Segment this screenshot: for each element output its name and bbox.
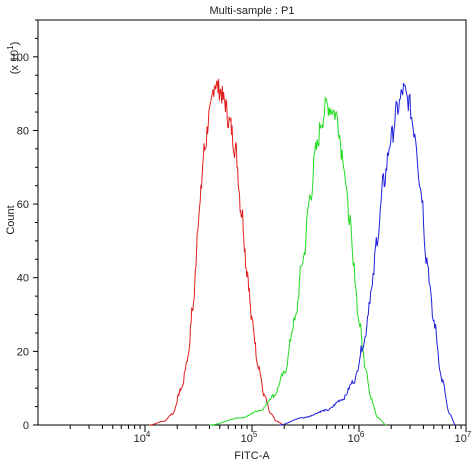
x-tick-base: 10 bbox=[241, 433, 253, 445]
x-tick-label: 105 bbox=[241, 430, 258, 445]
y-tick-label: 0 bbox=[23, 420, 29, 432]
x-tick-exp: 7 bbox=[467, 430, 472, 439]
chart-title: Multi-sample : P1 bbox=[210, 5, 295, 17]
y-multiplier: (x 101) bbox=[6, 42, 21, 75]
series-layer bbox=[149, 78, 456, 426]
y-tick-label: 20 bbox=[17, 346, 29, 358]
x-tick-base: 10 bbox=[348, 433, 360, 445]
x-tick-exp: 6 bbox=[360, 430, 365, 439]
histogram-series-2 bbox=[209, 96, 387, 426]
x-tick-label: 104 bbox=[134, 430, 151, 445]
x-tick-base: 10 bbox=[455, 433, 467, 445]
histogram-series-3 bbox=[279, 82, 456, 426]
plot-frame bbox=[37, 19, 467, 426]
y-multiplier-text: (x 10 bbox=[9, 50, 21, 74]
y-multiplier-exp: 1 bbox=[6, 45, 15, 50]
y-tick-label: 40 bbox=[17, 273, 29, 285]
x-axis-title: FITC-A bbox=[234, 450, 270, 462]
y-tick-label: 100 bbox=[11, 52, 29, 64]
y-tick-label: 60 bbox=[17, 199, 29, 211]
y-tick-label: 80 bbox=[17, 125, 29, 137]
x-tick-label: 107 bbox=[455, 430, 472, 445]
x-tick-label: 106 bbox=[348, 430, 365, 445]
x-tick-exp: 4 bbox=[146, 430, 151, 439]
x-tick-base: 10 bbox=[134, 433, 146, 445]
histogram-series-1 bbox=[149, 78, 285, 426]
svg-text:(x 101): (x 101) bbox=[6, 42, 21, 75]
x-tick-exp: 5 bbox=[253, 430, 258, 439]
y-axis-title: Count bbox=[5, 205, 17, 234]
